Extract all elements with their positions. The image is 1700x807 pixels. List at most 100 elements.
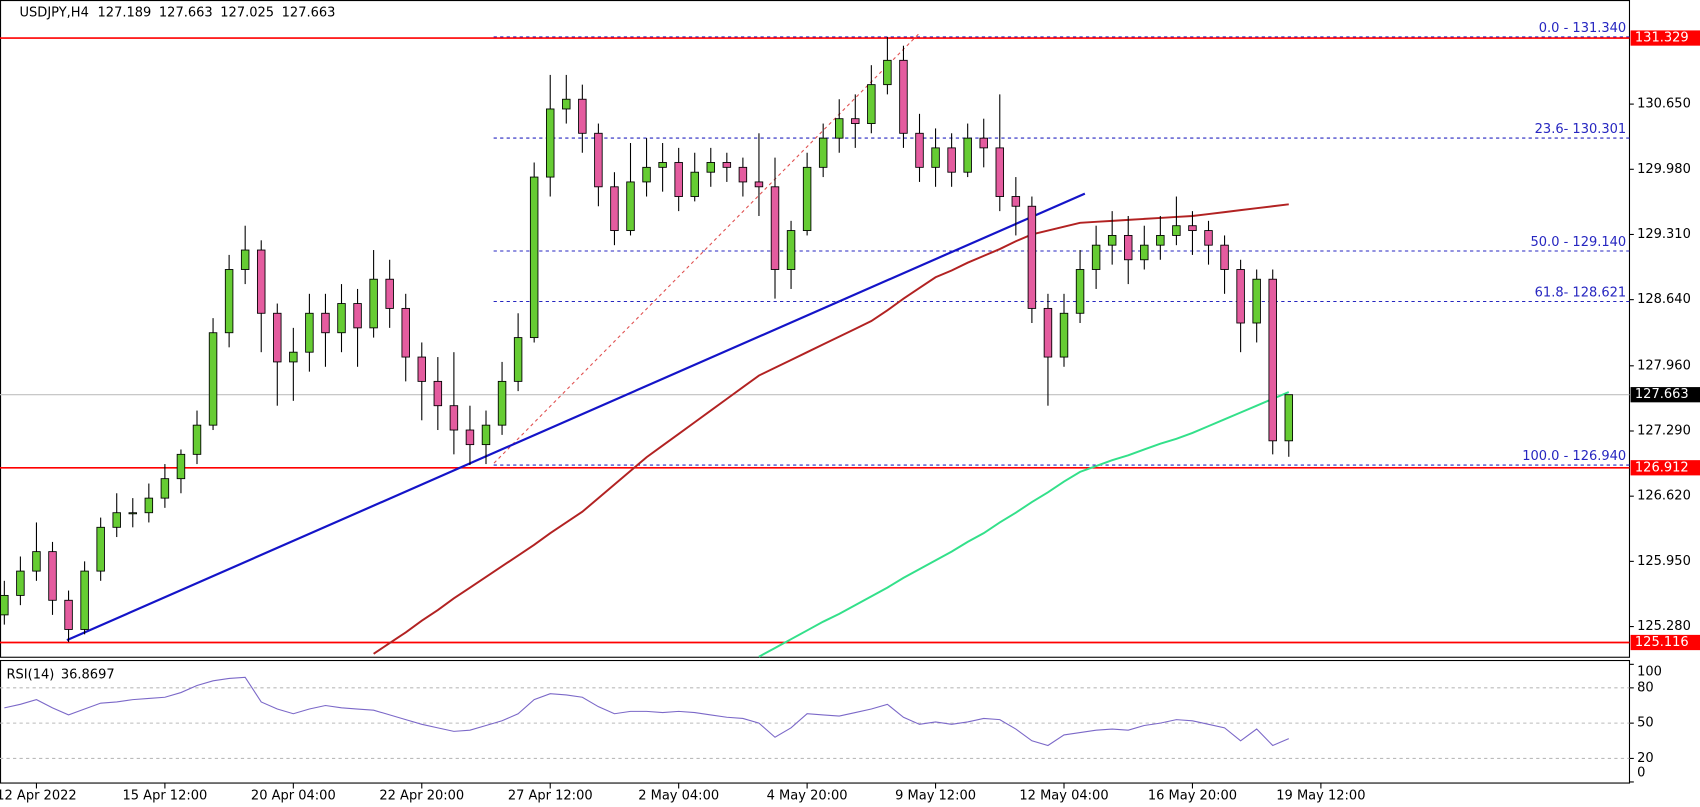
x-tick-label: 15 Apr 12:00: [122, 789, 207, 804]
ohlc-value: 127.189: [98, 6, 152, 21]
candle-body: [64, 599, 73, 630]
candle-body: [481, 424, 491, 446]
moving-average: [758, 391, 1290, 658]
x-tick-label: 27 Apr 12:00: [508, 789, 593, 804]
x-tick-label: 2 May 04:00: [638, 789, 719, 804]
candle-body: [433, 380, 443, 407]
trend-line: [66, 192, 1086, 642]
rsi-tick-label: 100: [1637, 664, 1662, 679]
candle-body: [979, 137, 988, 149]
candle-body: [899, 59, 908, 134]
candle-body: [32, 551, 41, 572]
candle-body: [80, 570, 89, 630]
fib-line: [493, 32, 920, 464]
candle-body: [1140, 244, 1149, 261]
header-bg: [2, 2, 344, 24]
candle-body: [562, 98, 571, 110]
candle-body: [642, 166, 651, 183]
candle-body: [369, 278, 378, 329]
rsi-tick-label: 50: [1637, 716, 1654, 731]
candle-body: [1188, 225, 1197, 232]
fib-label: 61.8- 128.621: [1535, 285, 1627, 300]
candle-body: [176, 453, 186, 480]
candle-body: [594, 132, 603, 188]
rsi-line: [4, 676, 1289, 747]
candle-body: [851, 118, 860, 124]
candle-body: [1268, 278, 1277, 442]
rsi-tick-label: 20: [1637, 751, 1654, 766]
candle-body: [578, 98, 587, 134]
ohlc-value: 127.663: [159, 6, 213, 21]
candle-body: [417, 356, 427, 382]
candle-body: [818, 137, 828, 168]
candle-body: [674, 162, 683, 197]
candle-body: [337, 303, 346, 334]
level-label: 131.329: [1635, 31, 1689, 46]
x-tick-label: 12 May 04:00: [1019, 789, 1108, 804]
x-tick-label: 16 May 20:00: [1148, 789, 1237, 804]
candle-body: [1059, 312, 1069, 358]
candle-body: [305, 312, 314, 353]
candle-body: [1107, 235, 1117, 246]
candle-body: [915, 132, 924, 168]
candle-body: [995, 147, 1005, 197]
candle-body: [465, 429, 475, 446]
candle-body: [529, 176, 539, 339]
candle-body: [353, 303, 362, 329]
ohlc-value: 127.025: [220, 6, 274, 21]
rsi-value: 36.8697: [61, 668, 115, 683]
candle-body: [289, 351, 298, 363]
candle-body: [738, 166, 748, 183]
candle-body: [128, 512, 138, 515]
candle-body: [770, 186, 780, 270]
x-tick-label: 22 Apr 20:00: [379, 789, 464, 804]
y-tick-label: 125.280: [1637, 619, 1691, 634]
x-tick-label: 12 Apr 2022: [0, 789, 77, 804]
candle-body: [1284, 394, 1294, 442]
fib-label: 23.6- 130.301: [1535, 122, 1627, 137]
price-frame: [0, 0, 1631, 658]
fib-label: 50.0 - 129.140: [1531, 235, 1627, 250]
candle-body: [112, 512, 121, 528]
y-tick-label: 125.950: [1637, 554, 1691, 569]
y-tick-label: 128.640: [1637, 292, 1691, 307]
candle-body: [802, 166, 812, 232]
candle-body: [722, 162, 732, 168]
x-tick-label: 4 May 20:00: [767, 789, 848, 804]
candle-body: [931, 147, 940, 168]
candle-body: [321, 312, 330, 334]
candle-body: [754, 181, 764, 188]
candle-body: [1220, 244, 1229, 270]
candle-body: [1011, 196, 1021, 207]
candle-body: [401, 307, 410, 358]
candle-body: [256, 249, 266, 314]
level-tag: [1630, 30, 1700, 46]
candle-body: [1252, 278, 1261, 324]
candle-body: [1123, 235, 1133, 261]
candle-body: [545, 108, 555, 178]
moving-average: [373, 203, 1289, 655]
candle-body: [963, 137, 972, 173]
current-price-label: 127.663: [1635, 387, 1689, 402]
fib-label: 0.0 - 131.340: [1539, 21, 1626, 36]
candle-body: [658, 162, 667, 168]
candle-body: [192, 424, 202, 455]
level-label: 125.116: [1635, 635, 1689, 650]
candle-body: [208, 332, 218, 426]
symbol: USDJPY,H4: [20, 6, 89, 21]
x-tick-label: 19 May 12:00: [1276, 789, 1365, 804]
candle-body: [513, 337, 523, 382]
candle-body: [497, 380, 507, 426]
candle-body: [786, 230, 796, 270]
level-tag: [1630, 460, 1700, 476]
candle-body: [1204, 230, 1213, 246]
candle-body: [449, 405, 459, 431]
candle-body: [144, 497, 154, 514]
candle-body: [690, 171, 699, 197]
candle-body: [1075, 269, 1085, 314]
rsi-title: RSI(14): [7, 668, 55, 683]
y-tick-label: 127.290: [1637, 423, 1691, 438]
candle-body: [867, 84, 876, 124]
y-tick-label: 126.620: [1637, 489, 1691, 504]
